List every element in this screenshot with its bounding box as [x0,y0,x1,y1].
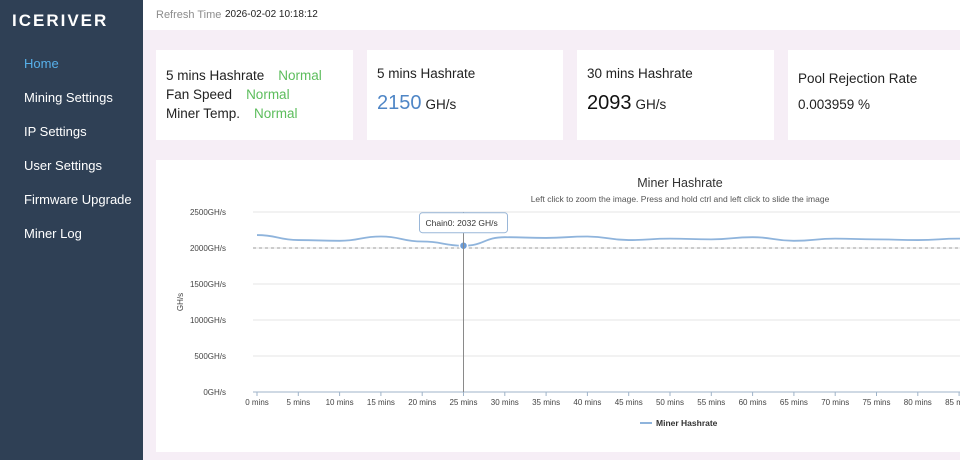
stat-card-pool-rejection: Pool Rejection Rate 0.003959 % [788,50,960,140]
y-tick-label: 1500GH/s [190,280,226,289]
x-tick-label: 50 mins [656,398,684,407]
x-tick-label: 80 mins [904,398,932,407]
x-tick-label: 85 mins [945,398,960,407]
y-tick-label: 2000GH/s [190,244,226,253]
chart-title: Miner Hashrate [637,176,722,190]
miner-hashrate-chart-card: Miner Hashrate Left click to zoom the ima… [156,160,960,452]
stat-unit: GH/s [635,97,667,112]
stat-value: 2150 [377,92,422,114]
chart-subtitle: Left click to zoom the image. Press and … [531,194,830,204]
y-tick-label: 0GH/s [203,388,226,397]
status-value: Normal [246,87,290,102]
brand-logo-text: ICERIVER [12,11,108,30]
y-tick-label: 2500GH/s [190,208,226,217]
sidebar-item-ip-settings[interactable]: IP Settings [24,124,87,139]
sidebar: ICERIVER Home Mining Settings IP Setting… [0,0,143,460]
x-tick-label: 65 mins [780,398,808,407]
stat-value-row: 2150 GH/s [377,92,456,115]
status-value: Normal [278,68,322,83]
sidebar-item-user-settings[interactable]: User Settings [24,158,103,173]
x-tick-label: 15 mins [367,398,395,407]
stat-card-5min-hashrate: 5 mins Hashrate 2150 GH/s [367,50,563,140]
y-axis-label: GH/s [176,293,185,311]
sidebar-item-firmware-upgrade[interactable]: Firmware Upgrade [24,192,132,207]
sidebar-item-mining-settings[interactable]: Mining Settings [24,90,113,105]
y-tick-label: 500GH/s [194,352,226,361]
x-tick-label: 55 mins [697,398,725,407]
stat-value: 0.003959 % [798,97,871,112]
stat-title: 30 mins Hashrate [587,66,693,81]
x-tick-label: 5 mins [287,398,311,407]
status-value: Normal [254,106,298,121]
refresh-time-label: Refresh Time [156,9,222,21]
x-tick-label: 30 mins [491,398,519,407]
series-line-miner-hashrate [256,234,960,247]
x-tick-label: 40 mins [573,398,601,407]
x-tick-label: 25 mins [449,398,477,407]
stat-card-30min-hashrate: 30 mins Hashrate 2093 GH/s [577,50,774,140]
stat-title: 5 mins Hashrate [377,66,476,81]
x-tick-label: 10 mins [326,398,354,407]
x-tick-label: 70 mins [821,398,849,407]
brand-logo: ICERIVER [12,11,108,30]
tooltip-box [419,212,508,234]
status-label: Miner Temp. [166,106,241,121]
tooltip-text: Chain0: 2032 GH/s [426,218,498,228]
refresh-time-value: 2026-02-02 10:18:12 [225,9,318,20]
x-tick-label: 20 mins [408,398,436,407]
stat-value-row: 2093 GH/s [587,92,666,115]
sidebar-item-home[interactable]: Home [24,56,59,71]
status-row-fan-speed: Fan Speed Normal [166,87,290,102]
stat-unit: GH/s [425,97,457,112]
x-tick-label: 75 mins [862,398,890,407]
stat-title: Pool Rejection Rate [798,71,918,86]
status-card: 5 mins Hashrate Normal Fan Speed Normal Mi… [156,50,353,140]
stat-value: 2093 [587,92,632,114]
legend-label: Miner Hashrate [656,418,718,428]
miner-hashrate-chart[interactable]: Miner Hashrate Left click to zoom the ima… [156,160,960,452]
status-row-hashrate: 5 mins Hashrate Normal [166,68,322,83]
x-tick-label: 60 mins [739,398,767,407]
x-tick-label: 45 mins [615,398,643,407]
sidebar-item-miner-log[interactable]: Miner Log [24,226,82,241]
status-label: Fan Speed [166,87,233,102]
y-tick-label: 1000GH/s [190,316,226,325]
status-row-miner-temp: Miner Temp. Normal [166,106,298,121]
x-tick-label: 35 mins [532,398,560,407]
status-label: 5 mins Hashrate [166,68,265,83]
x-tick-label: 0 mins [245,398,269,407]
top-bar: Refresh Time 2026-02-02 10:18:12 [143,0,960,30]
